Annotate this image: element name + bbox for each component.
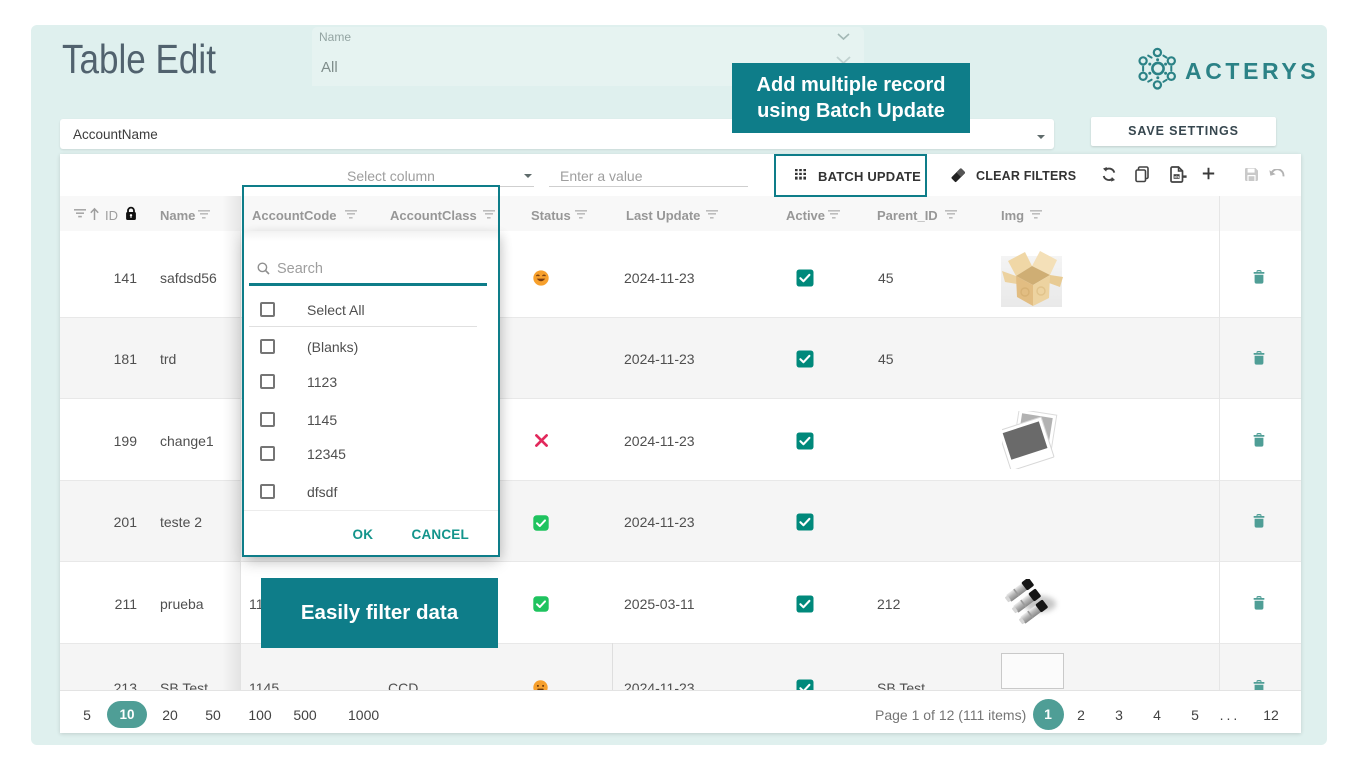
- svg-text:xls: xls: [1174, 175, 1179, 179]
